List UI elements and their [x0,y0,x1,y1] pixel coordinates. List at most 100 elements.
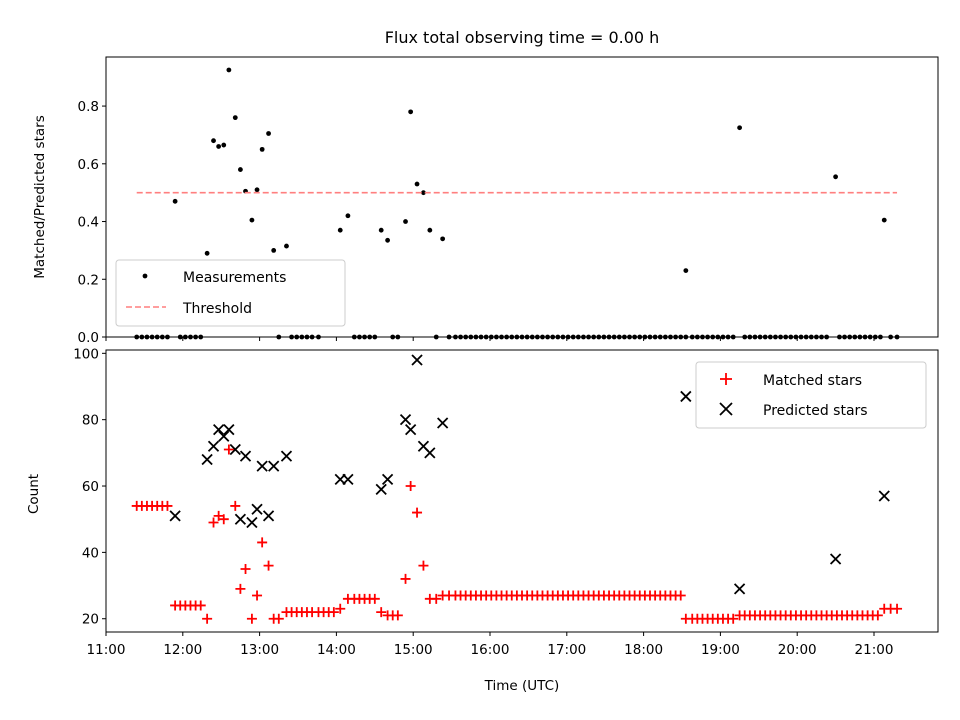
predicted-star-point [239,450,252,462]
predicted-star-point [399,414,412,426]
top-plot-frame [105,56,939,338]
y-tick-label: 60 [82,479,99,495]
y-tick-label: 0.6 [78,157,99,173]
legend-measurements-label: Measurements [183,270,286,286]
matched-star-point [235,583,246,594]
x-tick-label: 12:00 [163,642,202,658]
predicted-star-point [424,447,436,459]
bottom-legend: Matched stars Predicted stars [695,361,927,429]
y-tick-label: 100 [73,346,99,362]
legend-measurements-marker [142,273,148,279]
measurement-point [737,125,742,131]
measurement-point [238,167,243,172]
measurement-point [440,236,446,242]
predicted-star-point [411,354,423,366]
matched-star-point [246,613,257,624]
x-tick-label: 19:00 [701,642,740,658]
predicted-star-point [256,460,268,472]
predicted-star-point [405,423,417,436]
measurement-point [221,142,227,148]
legend-matched-marker [720,373,732,385]
measurement-point [408,109,414,115]
measurement-point [271,248,277,253]
matched-star-point [872,610,883,621]
bottom-legend-box [695,361,927,429]
predicted-star-point [246,516,258,529]
matched-star-point [400,573,411,584]
predicted-star-point [229,443,241,456]
predicted-star-point [437,417,449,429]
x-tick-label: 14:00 [317,642,356,658]
predicted-star-point [680,390,692,403]
legend-predicted-label: Predicted stars [763,403,868,419]
top-panel: Flux total observing time = 0.00 h Match… [32,28,939,346]
top-y-axis-label: Matched/Predicted stars [32,115,48,278]
matched-star-point [376,607,387,618]
x-tick-label: 16:00 [471,642,510,658]
matched-star-point [675,590,686,601]
measurement-point [403,219,408,224]
measurement-point [254,187,260,193]
matched-star-point [252,590,263,601]
matched-star-point [418,560,429,571]
x-tick-label: 20:00 [778,642,817,658]
measurement-point [881,217,887,223]
matched-star-point [392,610,403,621]
x-tick-label: 21:00 [855,642,894,658]
matched-star-point [195,600,206,611]
matched-star-point [273,613,284,624]
matched-star-point [892,603,903,614]
measurement-point [204,250,210,256]
matched-star-point [208,517,219,528]
predicted-star-point [375,483,387,495]
predicted-star-point [829,553,842,565]
matched-star-point [257,537,268,548]
measurement-point [216,144,222,149]
y-tick-label: 0.0 [78,330,99,346]
measurement-point [284,243,289,249]
predicted-star-point [342,473,354,486]
legend-threshold-label: Threshold [182,301,252,317]
measurement-point [172,198,178,204]
predicted-star-point [218,430,230,442]
top-legend-box [115,259,346,327]
predicted-star-point [268,460,280,472]
matched-star-point [213,510,224,521]
measurement-point [337,227,343,233]
predicted-star-point [201,453,213,466]
bottom-plot-frame [105,349,939,633]
y-tick-label: 80 [82,413,99,429]
matched-star-point [369,593,380,604]
measurement-point [833,174,838,180]
matched-star-point [431,593,442,604]
predicted-star-point [234,513,247,525]
bottom-panel: Count Time (UTC) 20 40 60 80 100 11:00 12:00 13… [26,346,939,694]
predicted-star-point [207,440,220,452]
legend-matched-label: Matched stars [763,373,862,389]
y-tick-label: 0.8 [78,99,99,115]
predicted-star-point [262,510,275,522]
measurement-point [259,146,265,152]
measurement-point [249,217,255,223]
predicted-star-point [251,503,263,515]
measurement-point [266,131,271,136]
legend-predicted-marker [719,402,733,416]
measurement-point [421,190,426,196]
predicted-star-point [733,583,746,595]
top-chart-title: Flux total observing time = 0.00 h [385,28,660,47]
measurement-point [427,227,433,233]
measurement-point [683,268,689,274]
predicted-star-point [213,423,225,436]
measurement-point [211,138,216,144]
matched-star-point [335,603,346,614]
x-tick-label: 17:00 [547,642,586,658]
bottom-x-axis-label: Time (UTC) [484,678,560,694]
measurement-point [226,67,232,73]
predicted-star-point [169,510,181,522]
measurement-point [378,227,384,233]
top-legend: Measurements Threshold [115,259,346,327]
matched-star-point [728,613,739,624]
y-tick-label: 0.2 [78,272,99,288]
bottom-y-axis-label: Count [26,474,42,514]
matched-star-point [202,613,213,624]
